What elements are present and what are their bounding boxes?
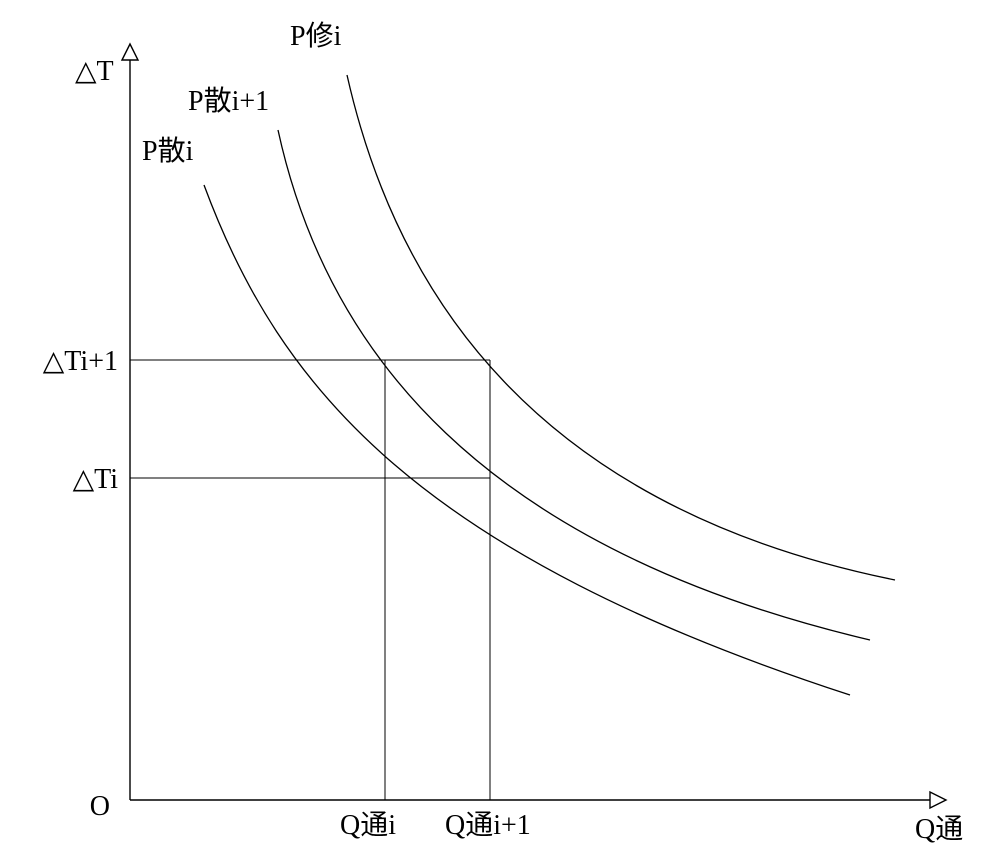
curve-P_san_i1	[278, 130, 870, 640]
axes	[122, 44, 946, 808]
x-tick-label-Qti1: Q通i+1	[445, 810, 531, 841]
y-tick-label-dTi: △Ti	[73, 464, 119, 495]
curve-P_xiu_i	[347, 75, 895, 580]
guide-lines	[130, 360, 490, 800]
curve-label-P_san_i: P散i	[142, 135, 194, 167]
x-axis-arrowhead-icon	[930, 792, 946, 808]
x-axis-label: Q通	[915, 814, 963, 845]
curve-label-P_san_i1: P散i+1	[188, 85, 269, 117]
y-tick-label-dTi1: △Ti+1	[43, 346, 118, 377]
curve-P_san_i	[204, 185, 850, 695]
origin-label: O	[90, 791, 110, 822]
curves	[204, 75, 895, 695]
y-axis-arrowhead-icon	[122, 44, 138, 60]
y-axis-label: △T	[75, 56, 114, 87]
curve-label-P_xiu_i: P修i	[290, 20, 342, 52]
x-tick-label-Qti: Q通i	[340, 810, 396, 841]
